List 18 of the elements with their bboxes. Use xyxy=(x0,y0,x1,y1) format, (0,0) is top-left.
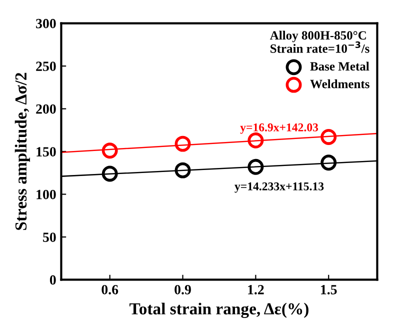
x-tick-label: 0.9 xyxy=(174,284,191,294)
y-tick-label: 0 xyxy=(50,275,56,285)
y-axis-title: Stress amplitude, Δσ/2 xyxy=(14,72,30,230)
y-tick-label: 200 xyxy=(36,104,56,114)
y-tick-label: 150 xyxy=(36,147,56,156)
y-tick-label: 300 xyxy=(36,18,56,28)
x-axis-title: Total strain range, Δε(%) xyxy=(130,302,308,318)
x-tick-label: 1.5 xyxy=(321,285,337,294)
legend-label: Weldments xyxy=(310,79,370,88)
y-tick-label: 50 xyxy=(43,232,56,242)
legend-title: Alloy 800H-850°C Strain rate=10$^{−3}$/s xyxy=(270,30,370,53)
annotation: y=14.233x+115.13 xyxy=(234,182,324,193)
y-tick-label: 100 xyxy=(36,190,56,200)
x-tick-label: 1.2 xyxy=(248,285,264,294)
x-tick-label: 0.6 xyxy=(102,284,118,294)
annotation: y=16.9x+142.03 xyxy=(240,123,318,134)
y-tick-label: 250 xyxy=(36,62,56,71)
legend-label: Base Metal xyxy=(310,62,370,71)
